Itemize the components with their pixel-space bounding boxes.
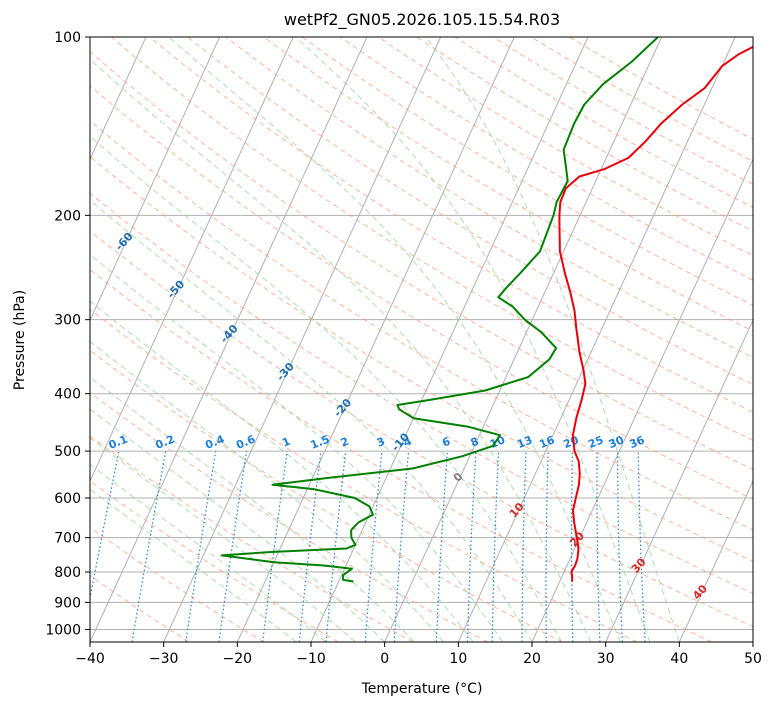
x-tick-label: 0 (380, 651, 389, 667)
profile-series-line-0 (558, 45, 753, 582)
mixing-ratio-label: 16 (537, 433, 556, 451)
dry-adiabat-line (90, 85, 753, 500)
mixing-ratio-line (262, 451, 288, 642)
mixing-ratio-line (185, 450, 217, 642)
moist-adiabat-line (90, 340, 444, 642)
plot-background (90, 37, 753, 642)
dry-adiabat-line (90, 480, 339, 642)
moist-adiabat-line (90, 300, 474, 642)
isotherm-line (90, 37, 221, 322)
mixing-ratio-label: 36 (627, 433, 646, 451)
dry-adiabat-line (90, 155, 753, 562)
profile-series-line-1 (220, 37, 659, 583)
isotherm-line (90, 37, 147, 161)
x-axis: −40 −30 −20 −10 0 10 20 30 40 50 (75, 642, 762, 667)
x-tick-label: −30 (149, 651, 179, 667)
dry-adiabat-line (90, 349, 563, 642)
isotherm-line (678, 479, 753, 642)
moist-adiabat-line (168, 37, 621, 642)
y-tick-label: 800 (54, 565, 81, 581)
isotherm-line (0, 37, 72, 642)
profile-series (220, 37, 753, 583)
moist-adiabat-line (90, 199, 533, 642)
mixing-ratio-label: 20 (562, 433, 581, 451)
y-tick-label: 200 (54, 208, 81, 224)
y-tick-label: 400 (54, 387, 81, 403)
dry-adiabat-line (90, 51, 753, 471)
x-tick-label: −40 (75, 651, 105, 667)
moist-adiabat-line (295, 37, 651, 642)
moist-adiabat-line (90, 253, 503, 642)
y-tick-label: 100 (54, 30, 81, 46)
dry-adiabat-line (90, 120, 753, 531)
mixing-ratio-label: 30 (607, 433, 626, 451)
dry-adiabat-line (301, 37, 753, 306)
x-tick-label: 50 (744, 651, 762, 667)
isotherm-line (236, 37, 515, 642)
y-axis-title: Pressure (hPa) (12, 290, 28, 390)
y-tick-label: 700 (54, 531, 81, 547)
mixing-ratio-label: 3 (375, 435, 387, 450)
dry-adiabat-line (225, 37, 753, 359)
y-axis: 100 200 300 400 500 600 700 800 900 1000 (45, 30, 90, 638)
dry-adiabat-line (90, 526, 264, 642)
dry-adiabat-line (90, 268, 712, 642)
isotherm-line (605, 318, 753, 642)
isotherm-line (90, 37, 368, 642)
x-axis-title: Temperature (°C) (361, 681, 483, 697)
dry-adiabat-line (416, 37, 753, 232)
isotherm-line (752, 640, 753, 642)
x-tick-label: −20 (223, 651, 253, 667)
mixing-ratio-label: 1 (280, 435, 292, 450)
x-tick-label: 20 (523, 651, 541, 667)
y-tick-label: 500 (54, 444, 81, 460)
isotherm-value-label: -70 (59, 185, 82, 209)
dry-adiabat-line (111, 37, 753, 441)
isotherm-value-label: -80 (7, 139, 30, 163)
y-tick-label: 1000 (45, 622, 81, 638)
dry-adiabat-line (378, 37, 753, 256)
moist-adiabat-line (90, 408, 386, 642)
isotherm-line (163, 37, 442, 642)
mixing-ratio-label: 2 (339, 435, 351, 450)
isotherm-line (384, 37, 663, 642)
mixing-ratio-label: 8 (469, 435, 481, 450)
dry-adiabat-line (90, 308, 638, 642)
mixing-ratio-line (364, 451, 383, 642)
dry-adiabat-line (530, 37, 753, 162)
moist-adiabat-line (90, 437, 356, 642)
x-tick-label: 30 (597, 651, 615, 667)
x-tick-label: 10 (449, 651, 467, 667)
y-tick-label: 900 (54, 595, 81, 611)
moist-adiabat-line (425, 37, 680, 642)
y-tick-label: 300 (54, 313, 81, 329)
mixing-ratio-label: 25 (586, 433, 605, 451)
mixing-ratio-label: 13 (515, 433, 534, 451)
moist-adiabat-line (90, 135, 562, 642)
mixing-ratio-line (298, 451, 322, 642)
y-tick-label: 600 (54, 491, 81, 507)
background-lines (0, 37, 753, 642)
mixing-ratio-line (218, 451, 248, 642)
chart-title: wetPf2_GN05.2026.105.15.54.R03 (284, 10, 560, 30)
background-line-labels: 0.10.20.40.611.52346810131620253036-100-… (7, 139, 711, 603)
x-tick-label: 40 (670, 651, 688, 667)
plot-frame (89, 36, 754, 643)
x-tick-label: −10 (296, 651, 326, 667)
moist-adiabat-line (90, 58, 592, 642)
isotherm-line (90, 37, 294, 483)
dry-adiabat-line (263, 37, 753, 332)
